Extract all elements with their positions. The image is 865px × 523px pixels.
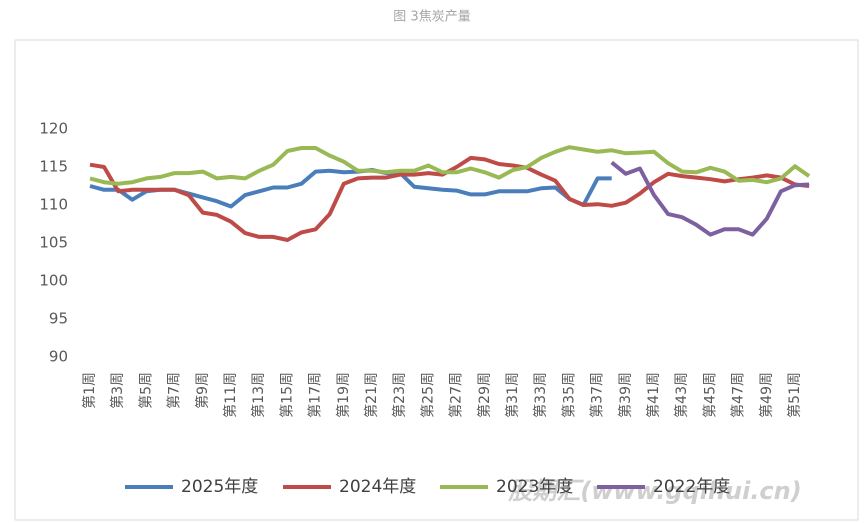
x-tick-label: 第41周	[645, 372, 662, 418]
legend-label: 2024年度	[339, 477, 416, 497]
y-tick-label: 90	[49, 348, 68, 366]
series-line	[610, 160, 810, 237]
y-tick-label: 120	[39, 120, 68, 138]
legend-label: 2022年度	[653, 477, 730, 497]
legend-label: 2023年度	[496, 477, 573, 497]
x-tick-label: 第39周	[617, 372, 634, 418]
x-tick-label: 第7周	[166, 372, 183, 409]
y-tick-label: 110	[39, 196, 68, 214]
x-tick-label: 第49周	[758, 372, 775, 418]
x-tick-label: 第43周	[673, 372, 690, 418]
x-tick-label: 第19周	[335, 372, 352, 418]
x-tick-label: 第31周	[504, 372, 521, 418]
chart-frame	[14, 39, 859, 521]
x-tick-label: 第33周	[532, 372, 549, 418]
x-tick-label: 第1周	[81, 372, 98, 409]
x-tick-label: 第17周	[307, 372, 324, 418]
x-tick-label: 第13周	[250, 372, 267, 418]
x-tick-label: 第11周	[222, 372, 239, 418]
x-tick-label: 第27周	[448, 372, 465, 418]
y-tick-label: 105	[39, 234, 68, 252]
x-tick-label: 第47周	[730, 372, 747, 418]
x-tick-label: 第51周	[786, 372, 803, 418]
x-tick-label: 第9周	[194, 372, 211, 409]
chart-title: 图 3焦炭产量	[393, 10, 470, 25]
legend-label: 2025年度	[181, 477, 258, 497]
x-tick-label: 第29周	[476, 372, 493, 418]
x-tick-label: 第23周	[391, 372, 408, 418]
series-line	[89, 145, 811, 186]
x-tick-label: 第15周	[278, 372, 295, 418]
x-tick-label: 第21周	[363, 372, 380, 418]
y-tick-label: 100	[39, 272, 68, 290]
watermark: 股期汇(www.gqihui.cn)	[507, 477, 801, 505]
y-tick-label: 95	[49, 310, 68, 328]
x-tick-label: 第5周	[137, 372, 154, 409]
x-tick-label: 第25周	[419, 372, 436, 418]
x-tick-label: 第45周	[701, 372, 718, 418]
x-tick-label: 第3周	[109, 372, 126, 409]
x-tick-label: 第35周	[560, 372, 577, 418]
y-tick-label: 115	[39, 158, 68, 176]
x-tick-label: 第37周	[589, 372, 606, 418]
